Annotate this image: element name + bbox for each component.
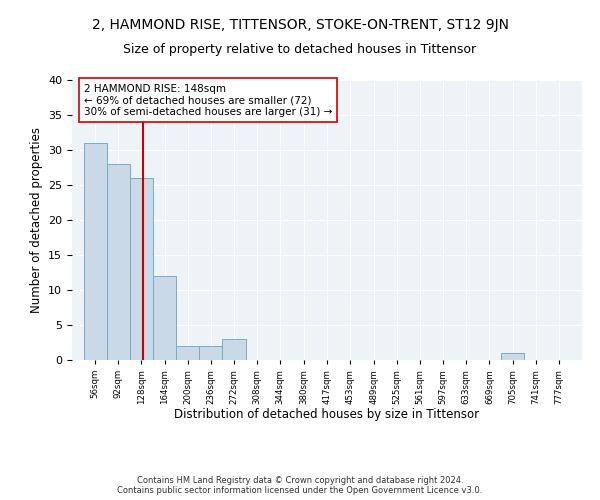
Bar [107,164,130,360]
Bar [130,178,153,360]
Text: Size of property relative to detached houses in Tittensor: Size of property relative to detached ho… [124,42,476,56]
Bar [223,339,245,360]
Bar [153,276,176,360]
Text: 2, HAMMOND RISE, TITTENSOR, STOKE-ON-TRENT, ST12 9JN: 2, HAMMOND RISE, TITTENSOR, STOKE-ON-TRE… [91,18,509,32]
Text: 2 HAMMOND RISE: 148sqm
← 69% of detached houses are smaller (72)
30% of semi-det: 2 HAMMOND RISE: 148sqm ← 69% of detached… [84,84,332,116]
Bar [83,143,107,360]
X-axis label: Distribution of detached houses by size in Tittensor: Distribution of detached houses by size … [175,408,479,421]
Bar [501,353,524,360]
Y-axis label: Number of detached properties: Number of detached properties [29,127,43,313]
Bar [176,346,199,360]
Bar [199,346,223,360]
Text: Contains HM Land Registry data © Crown copyright and database right 2024.
Contai: Contains HM Land Registry data © Crown c… [118,476,482,495]
